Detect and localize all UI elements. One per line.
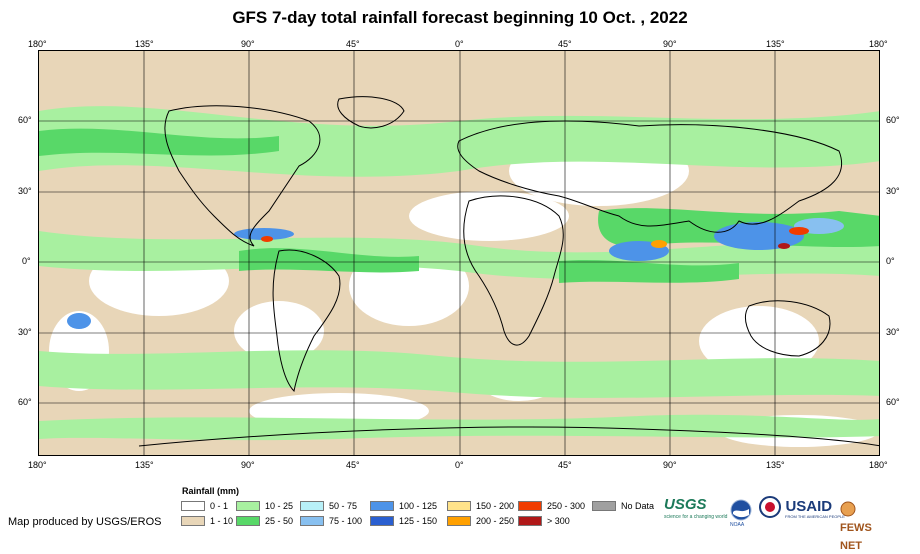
lon-label-bottom: 180°	[28, 460, 47, 470]
dry-zones	[49, 136, 879, 447]
lon-label-bottom: 45°	[346, 460, 360, 470]
legend-item-8: 150 - 200	[447, 501, 514, 511]
lon-label-bottom: 135°	[766, 460, 785, 470]
lat-label-left: 60°	[18, 397, 32, 407]
usgs-logo: USGS science for a changing world	[664, 496, 728, 520]
rainfall-map-graphic	[39, 51, 879, 455]
legend-item-3: 25 - 50	[236, 516, 293, 526]
legend-label: 200 - 250	[476, 516, 515, 526]
legend-swatch	[236, 501, 260, 511]
usaid-logo-text: USAID	[785, 498, 833, 516]
lat-label-left: 60°	[18, 115, 32, 125]
lon-label-top: 180°	[28, 39, 47, 49]
continent-outlines	[138, 96, 879, 447]
fews-net-globe-icon	[840, 501, 856, 517]
map-credit: Map produced by USGS/EROS	[8, 516, 162, 528]
legend-swatch	[518, 501, 542, 511]
legend-label: 0 - 1	[210, 501, 229, 511]
legend-item-7: 125 - 150	[370, 516, 437, 526]
lon-label-top: 0°	[455, 39, 464, 49]
usaid-seal-icon	[759, 496, 781, 518]
legend-label: No Data	[621, 501, 655, 511]
legend-label: 100 - 125	[399, 501, 438, 511]
legend-label: 75 - 100	[329, 516, 363, 526]
legend-item-9: 200 - 250	[447, 516, 514, 526]
rainfall-map	[38, 50, 880, 456]
lon-label-bottom: 45°	[558, 460, 572, 470]
legend-label: 150 - 200	[476, 501, 515, 511]
legend-swatch	[370, 516, 394, 526]
legend-label: 10 - 25	[265, 501, 294, 511]
legend-item-12: No Data	[592, 501, 654, 511]
legend-label: 50 - 75	[329, 501, 358, 511]
usaid-tagline: FROM THE AMERICAN PEOPLE	[785, 514, 845, 519]
legend-swatch	[181, 501, 205, 511]
legend-item-11: > 300	[518, 516, 570, 526]
legend-title: Rainfall (mm)	[182, 486, 240, 496]
lat-label-right: 0°	[886, 256, 895, 266]
lon-label-bottom: 135°	[135, 460, 154, 470]
legend-swatch	[447, 516, 471, 526]
lat-label-right: 60°	[886, 115, 900, 125]
legend-label: 1 - 10	[210, 516, 234, 526]
fews-net-logo-text: FEWS NET	[840, 522, 872, 552]
legend-item-6: 100 - 125	[370, 501, 437, 511]
lat-label-left: 0°	[22, 256, 31, 266]
legend-swatch	[181, 516, 205, 526]
legend-swatch	[300, 516, 324, 526]
lon-label-bottom: 90°	[241, 460, 255, 470]
noaa-logo-text: NOAA	[730, 522, 745, 528]
lon-label-top: 135°	[135, 39, 154, 49]
lon-label-bottom: 0°	[455, 460, 464, 470]
lon-label-top: 45°	[558, 39, 572, 49]
legend-item-5: 75 - 100	[300, 516, 362, 526]
legend-item-4: 50 - 75	[300, 501, 357, 511]
lat-label-left: 30°	[18, 327, 32, 337]
legend-swatch	[370, 501, 394, 511]
noaa-logo: NOAA	[730, 499, 752, 528]
legend-item-0: 0 - 1	[181, 501, 228, 511]
lat-label-right: 30°	[886, 186, 900, 196]
legend-swatch	[518, 516, 542, 526]
map-title: GFS 7-day total rainfall forecast beginn…	[232, 8, 688, 27]
legend-label: 125 - 150	[399, 516, 438, 526]
lon-label-top: 90°	[241, 39, 255, 49]
legend-label: 250 - 300	[547, 501, 586, 511]
lon-label-bottom: 90°	[663, 460, 677, 470]
lat-label-right: 30°	[886, 327, 900, 337]
graticule	[39, 51, 879, 455]
legend-label: 25 - 50	[265, 516, 294, 526]
lat-label-left: 30°	[18, 186, 32, 196]
legend-swatch	[236, 516, 260, 526]
legend-swatch	[592, 501, 616, 511]
noaa-emblem-icon	[730, 499, 752, 521]
lon-label-top: 180°	[869, 39, 888, 49]
legend-item-10: 250 - 300	[518, 501, 585, 511]
legend-swatch	[447, 501, 471, 511]
lon-label-top: 45°	[346, 39, 360, 49]
legend-label: > 300	[547, 516, 570, 526]
legend-item-1: 1 - 10	[181, 516, 233, 526]
lat-label-right: 60°	[886, 397, 900, 407]
lon-label-top: 135°	[766, 39, 785, 49]
usgs-logo-text: USGS	[664, 496, 707, 513]
legend-swatch	[300, 501, 324, 511]
fews-net-logo: FEWS NET	[840, 500, 872, 554]
lon-label-top: 90°	[663, 39, 677, 49]
usaid-logo: USAID FROM THE AMERICAN PEOPLE	[759, 496, 845, 519]
usgs-tagline: science for a changing world	[664, 514, 728, 520]
lon-label-bottom: 180°	[869, 460, 888, 470]
legend-item-2: 10 - 25	[236, 501, 293, 511]
